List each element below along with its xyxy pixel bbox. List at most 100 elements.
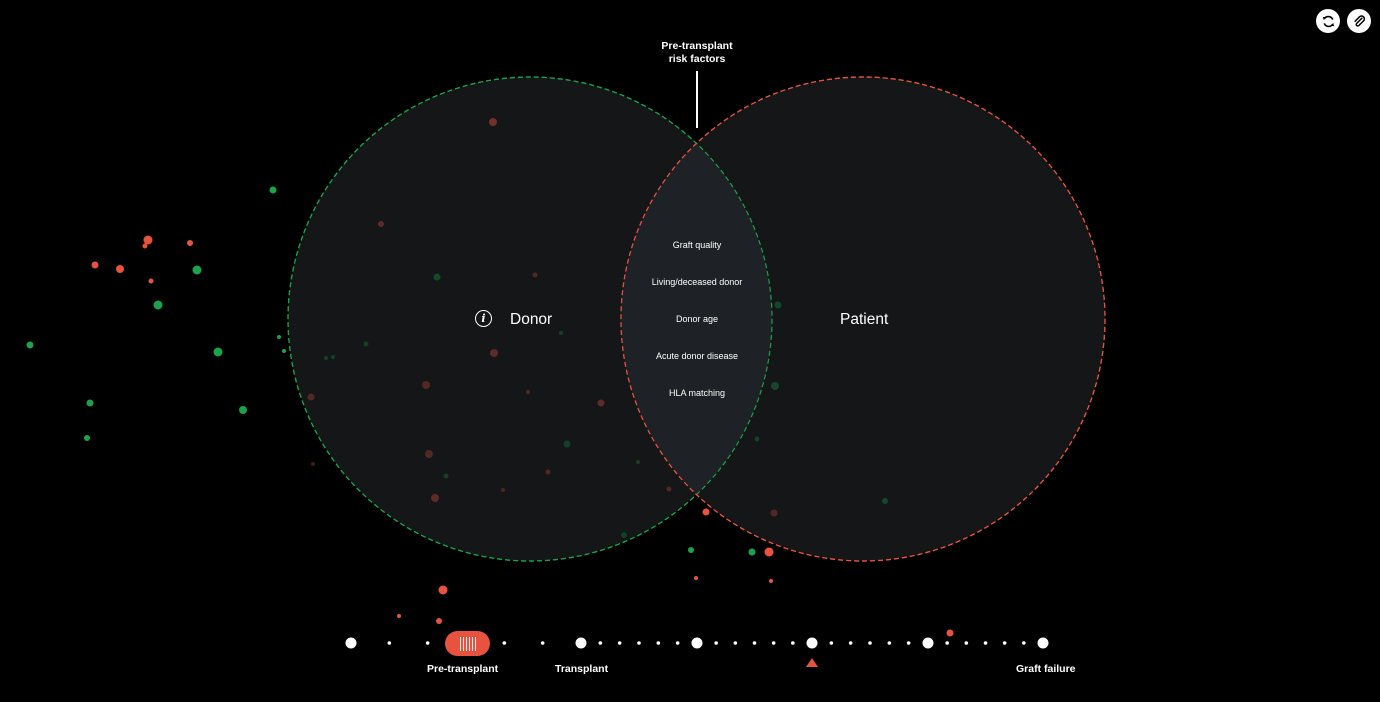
particle-dot: [666, 486, 672, 492]
particle-dot: [636, 460, 640, 464]
timeline-label-pre-transplant[interactable]: Pre-transplant: [427, 663, 499, 675]
particle-dot: [282, 349, 286, 353]
particle-dot: [694, 576, 698, 580]
factor-hla-matching[interactable]: HLA matching: [668, 388, 726, 398]
pre-risk-line-1: Pre-transplant: [661, 40, 733, 52]
timeline-major-dot[interactable]: [691, 637, 703, 649]
particle-dot: [397, 614, 401, 618]
particle-dot: [774, 301, 782, 309]
timeline-major-dot[interactable]: [575, 637, 587, 649]
timeline-minor-dot[interactable]: [598, 641, 603, 645]
particle-dot: [545, 469, 551, 475]
timeline-minor-dot[interactable]: [791, 641, 795, 645]
timeline-minor-dot[interactable]: [945, 641, 949, 645]
timeline-minor-dot[interactable]: [1002, 641, 1007, 645]
link-button[interactable]: [1347, 9, 1371, 33]
particle-dot: [422, 381, 430, 389]
timeline-minor-dot[interactable]: [752, 641, 757, 645]
pre-transplant-risk-label: Pre-transplant risk factors: [634, 40, 760, 66]
factor-donor-age[interactable]: Donor age: [675, 314, 719, 324]
particle-dot: [946, 629, 954, 637]
timeline-minor-dot[interactable]: [733, 641, 738, 645]
timeline-minor-dot[interactable]: [656, 641, 661, 645]
timeline-minor-dot[interactable]: [714, 641, 718, 645]
particles-layer: [26, 186, 954, 637]
pre-risk-line-2: risk factors: [668, 53, 726, 65]
particle-dot: [378, 221, 384, 227]
particle-dot: [363, 341, 369, 347]
particle-dot: [86, 399, 94, 407]
particle-dot: [143, 235, 153, 245]
particle-dot: [770, 509, 778, 517]
particle-dot: [748, 548, 756, 556]
particle-dot: [771, 382, 779, 390]
particle-dot: [532, 272, 538, 278]
particle-dot: [501, 488, 505, 492]
timeline-minor-dot[interactable]: [848, 641, 853, 645]
particle-dot: [563, 440, 571, 448]
timeline-major-dot[interactable]: [345, 637, 357, 649]
particle-dot: [91, 261, 99, 269]
particle-dot: [26, 341, 34, 349]
particle-dot: [324, 356, 328, 360]
particle-dot: [142, 243, 148, 249]
timeline-minor-dot[interactable]: [964, 641, 969, 645]
particle-dot: [436, 618, 442, 624]
particle-dot: [331, 355, 335, 359]
factor-living-deceased-donor[interactable]: Living/deceased donor: [651, 277, 743, 287]
timeline-major-dot[interactable]: [806, 637, 818, 649]
refresh-button[interactable]: [1316, 9, 1340, 33]
refresh-icon: [1322, 15, 1334, 27]
timeline-playhead[interactable]: [445, 631, 490, 656]
particle-dot: [116, 265, 124, 273]
particle-dot: [597, 399, 605, 407]
particle-dot: [702, 508, 710, 516]
particle-dot: [526, 390, 530, 394]
particle-dot: [489, 118, 497, 126]
timeline-minor-dot[interactable]: [868, 641, 872, 645]
particle-dot: [84, 435, 90, 441]
info-icon[interactable]: i: [475, 310, 492, 327]
inner-particles-layer: [307, 118, 888, 538]
timeline-minor-dot[interactable]: [887, 641, 892, 645]
timeline-minor-dot[interactable]: [637, 641, 641, 645]
particle-dot: [277, 335, 281, 339]
timeline-minor-dot[interactable]: [906, 641, 911, 645]
particle-dot: [754, 436, 760, 442]
particle-dot: [688, 547, 694, 553]
timeline-minor-dot[interactable]: [829, 641, 834, 645]
timeline-minor-dot[interactable]: [502, 641, 507, 645]
link-icon: [1353, 14, 1365, 27]
patient-label: Patient: [840, 311, 889, 328]
timeline-minor-dot[interactable]: [387, 641, 392, 645]
factor-graft-quality[interactable]: Graft quality: [672, 240, 722, 250]
timeline-major-dot[interactable]: [1037, 637, 1049, 649]
particle-dot: [621, 532, 627, 538]
pre-transplant-pointer-line: [696, 71, 698, 128]
particle-dot: [148, 278, 154, 284]
particle-dot: [438, 585, 448, 595]
particle-dot: [311, 462, 315, 466]
timeline-minor-dot[interactable]: [1022, 641, 1026, 645]
timeline-minor-dot[interactable]: [425, 641, 430, 645]
particle-dot: [882, 498, 888, 504]
timeline-minor-dot[interactable]: [540, 641, 545, 645]
timeline-minor-dot[interactable]: [617, 641, 622, 645]
timeline-dots: [345, 637, 1049, 649]
factor-acute-donor-disease[interactable]: Acute donor disease: [655, 351, 739, 361]
particle-dot: [431, 494, 439, 502]
particle-dot: [769, 579, 773, 583]
timeline-minor-dot[interactable]: [771, 641, 776, 645]
timeline-minor-dot[interactable]: [983, 641, 988, 645]
timeline-minor-dot[interactable]: [675, 641, 680, 645]
particle-dot: [433, 273, 441, 281]
timeline-label-graft-failure[interactable]: Graft failure: [1016, 663, 1076, 675]
timeline-major-dot[interactable]: [922, 637, 934, 649]
timeline-marker-triangle: [806, 658, 818, 667]
particle-dot: [490, 349, 498, 357]
donor-label: Donor: [510, 311, 553, 328]
particle-dot: [213, 347, 223, 357]
particle-dot: [764, 547, 774, 557]
timeline-label-transplant[interactable]: Transplant: [555, 663, 609, 675]
